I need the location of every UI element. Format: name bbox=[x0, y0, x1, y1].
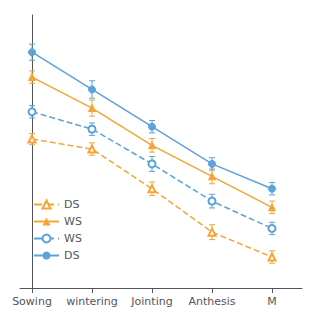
svg-text:wintering: wintering bbox=[66, 295, 118, 308]
svg-text:Sowing: Sowing bbox=[12, 295, 52, 308]
svg-text:M: M bbox=[267, 295, 277, 308]
svg-text:WS: WS bbox=[64, 232, 82, 245]
svg-text:WS: WS bbox=[64, 215, 82, 228]
svg-text:Anthesis: Anthesis bbox=[188, 295, 235, 308]
svg-text:DS: DS bbox=[64, 249, 79, 262]
svg-text:DS: DS bbox=[64, 198, 79, 211]
svg-text:Jointing: Jointing bbox=[130, 295, 172, 308]
